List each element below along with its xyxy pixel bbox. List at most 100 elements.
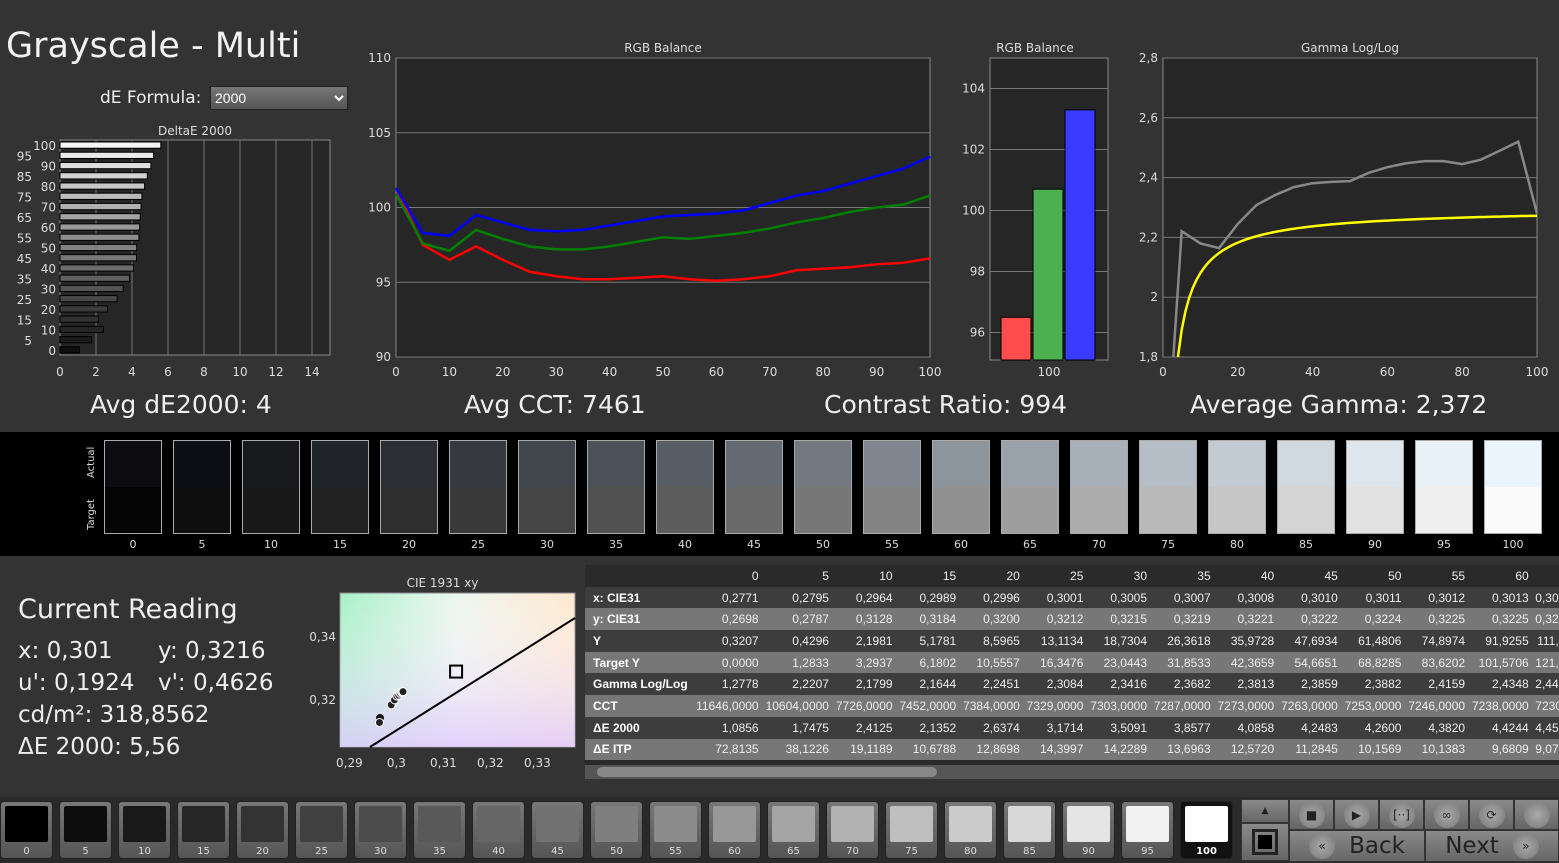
column-header: 30 <box>1133 568 1148 583</box>
swatch-25[interactable] <box>449 440 507 534</box>
swatch-5[interactable] <box>173 440 231 534</box>
patch-label: 40 <box>492 846 505 857</box>
y-tick-label: 0 <box>48 344 56 358</box>
swatch-40[interactable] <box>656 440 714 534</box>
table-cell: 7287,0000 <box>1153 698 1211 713</box>
x-tick-label: 2 <box>92 365 100 379</box>
stop-square-icon <box>1252 829 1278 855</box>
next-button[interactable]: Next » <box>1425 830 1559 862</box>
patch-button-75[interactable]: 75 <box>885 801 938 859</box>
swatch-100[interactable] <box>1484 440 1542 534</box>
swatch-70[interactable] <box>1070 440 1128 534</box>
patch-button-10[interactable]: 10 <box>118 801 171 859</box>
swatch-35[interactable] <box>587 440 645 534</box>
swatch-95[interactable] <box>1415 440 1473 534</box>
patch-button-45[interactable]: 45 <box>531 801 584 859</box>
patch-button-0[interactable]: 0 <box>0 801 53 859</box>
patch-button-5[interactable]: 5 <box>59 801 112 859</box>
x-tick-label: 90 <box>869 365 884 379</box>
de-formula-select[interactable]: 2000 <box>210 86 348 110</box>
swatch-65[interactable] <box>1001 440 1059 534</box>
patch-button-100[interactable]: 100 <box>1180 801 1233 859</box>
patch-button-25[interactable]: 25 <box>295 801 348 859</box>
patch-color <box>772 806 815 842</box>
table-cell: 83,6202 <box>1421 655 1466 670</box>
swatch-20[interactable] <box>380 440 438 534</box>
swatch-60[interactable] <box>932 440 990 534</box>
swatch-75[interactable] <box>1139 440 1197 534</box>
swatch-85[interactable] <box>1277 440 1335 534</box>
patch-button-20[interactable]: 20 <box>236 801 289 859</box>
column-header: 15 <box>942 568 957 583</box>
measured-point <box>374 717 384 727</box>
deltae-bar <box>59 202 142 211</box>
deltae-bar <box>59 151 155 159</box>
column-header: 20 <box>1006 568 1020 583</box>
patch-color <box>595 806 638 842</box>
patch-button-90[interactable]: 90 <box>1062 801 1115 859</box>
patch-button-30[interactable]: 30 <box>354 801 407 859</box>
target-swatch <box>933 487 989 533</box>
swatch-0[interactable] <box>104 440 162 534</box>
patch-button-35[interactable]: 35 <box>413 801 466 859</box>
patch-button-85[interactable]: 85 <box>1003 801 1056 859</box>
blank-button[interactable] <box>1514 799 1559 830</box>
stop-measure-button[interactable] <box>1241 823 1289 861</box>
reading-u: u': 0,1924 <box>18 670 135 696</box>
scrollbar-thumb[interactable] <box>597 767 937 777</box>
scroll-up-button[interactable]: ▲ <box>1241 799 1289 823</box>
swatch-10[interactable] <box>242 440 300 534</box>
y-tick-label: 95 <box>376 275 391 289</box>
patch-label: 65 <box>787 846 800 857</box>
patch-button-55[interactable]: 55 <box>649 801 702 859</box>
patch-button-40[interactable]: 40 <box>472 801 525 859</box>
swatch-15[interactable] <box>311 440 369 534</box>
patch-button-60[interactable]: 60 <box>708 801 761 859</box>
table-cell: 2,3084 <box>1046 677 1084 692</box>
deltae-bar <box>59 172 148 180</box>
y-tick-label: 50 <box>41 242 56 256</box>
table-cell: 3,8577 <box>1173 720 1211 735</box>
y-tick-label: 25 <box>17 293 32 307</box>
actual-swatch <box>933 441 989 487</box>
swatch-30[interactable] <box>518 440 576 534</box>
deltae-bar <box>59 305 108 313</box>
patch-button-50[interactable]: 50 <box>590 801 643 859</box>
table-cell: 16,3476 <box>1040 655 1084 670</box>
patch-button-65[interactable]: 65 <box>767 801 820 859</box>
swatch-80[interactable] <box>1208 440 1266 534</box>
patch-color <box>654 806 697 842</box>
reading-y: y: 0,3216 <box>158 638 266 664</box>
range-button[interactable]: [··] <box>1379 799 1424 830</box>
column-header: 40 <box>1260 568 1275 583</box>
patch-button-95[interactable]: 95 <box>1121 801 1174 859</box>
patch-label: 90 <box>1082 846 1095 857</box>
red-balance-line <box>394 187 931 283</box>
play-button[interactable]: ▶ <box>1334 799 1379 830</box>
stop-button[interactable]: ■ <box>1289 799 1334 830</box>
table-cell: 1,0856 <box>721 720 759 735</box>
back-button[interactable]: « Back <box>1289 830 1425 862</box>
swatch-50[interactable] <box>794 440 852 534</box>
patch-button-15[interactable]: 15 <box>177 801 230 859</box>
table-cell: 72,8135 <box>715 742 759 757</box>
y-tick-label: 0,34 <box>309 630 336 644</box>
x-tick-label: 80 <box>1455 365 1470 379</box>
y-tick-label: 110 <box>368 51 391 65</box>
actual-swatch <box>174 441 230 487</box>
swatch-label: 95 <box>1437 538 1451 551</box>
loop-button[interactable]: ∞ <box>1424 799 1469 830</box>
swatch-55[interactable] <box>863 440 921 534</box>
charts-canvas: 0 2 4 6 8 10 12 1405101520253035404550556065707… <box>17 51 1549 770</box>
table-cell: 0,3010 <box>1301 590 1338 605</box>
horizontal-scrollbar[interactable] <box>585 765 1559 779</box>
table-cell: 0,2989 <box>919 590 957 605</box>
swatch-45[interactable] <box>725 440 783 534</box>
column-header: 35 <box>1197 568 1211 583</box>
patch-button-70[interactable]: 70 <box>826 801 879 859</box>
swatch-90[interactable] <box>1346 440 1404 534</box>
patch-button-80[interactable]: 80 <box>944 801 997 859</box>
refresh-button[interactable]: ⟳ <box>1469 799 1514 830</box>
